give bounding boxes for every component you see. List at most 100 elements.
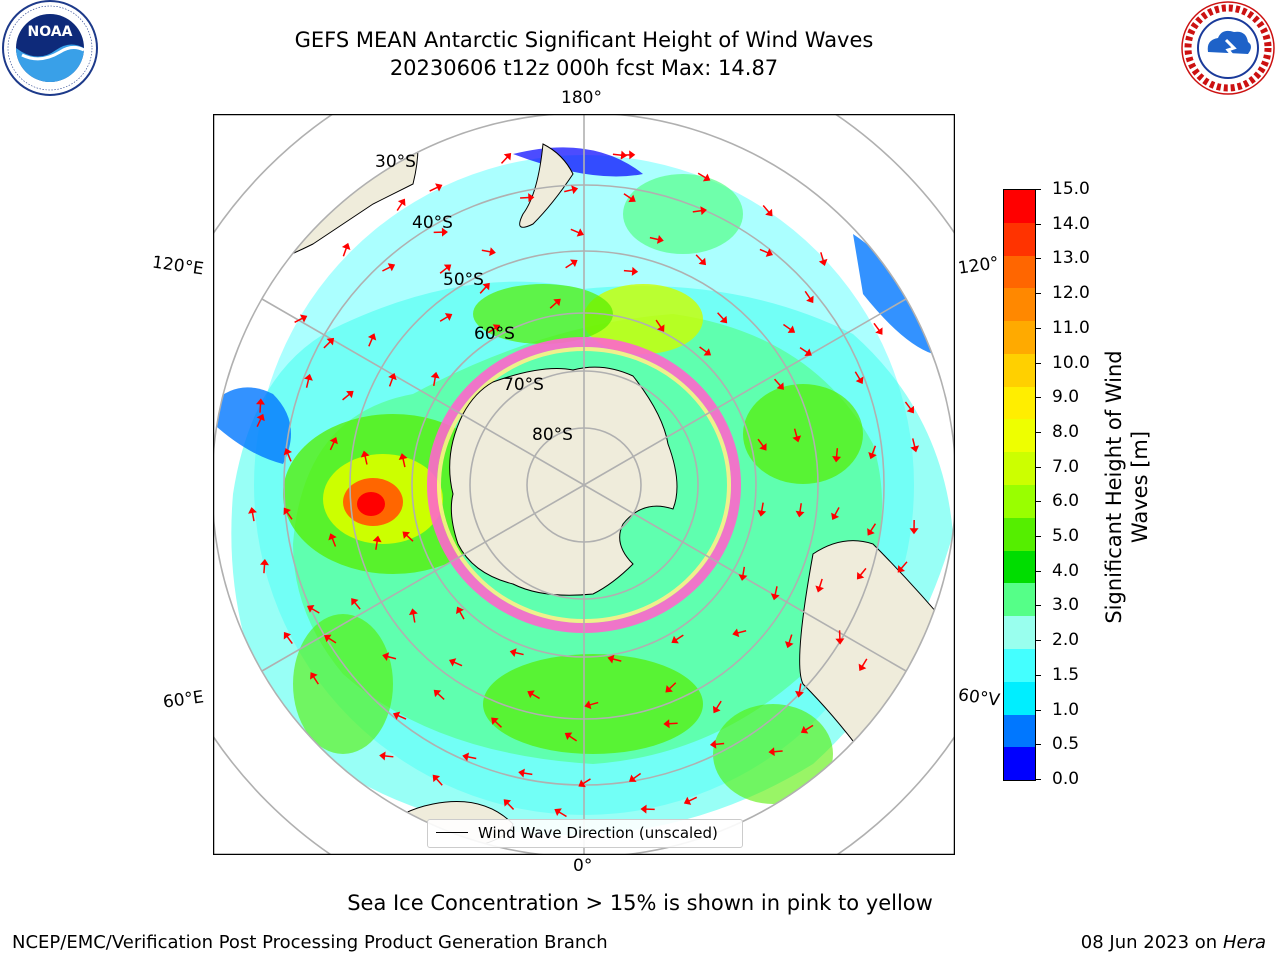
wave-arrow-head xyxy=(768,747,775,757)
colorbar-segment xyxy=(1004,222,1035,256)
wave-arrow-shaft xyxy=(305,378,310,388)
wave-arrow-head xyxy=(360,450,370,458)
wave-arrow-head xyxy=(397,198,406,207)
wave-arrow-shaft xyxy=(582,778,591,785)
wave-arrow-shaft xyxy=(632,772,642,780)
wave-arrow-shaft xyxy=(570,228,580,234)
wave-arrow-head xyxy=(804,348,812,356)
wave-arrow-shaft xyxy=(286,511,293,520)
wave-arrow-shaft xyxy=(312,676,319,685)
wave-arrow-shaft xyxy=(861,658,868,667)
wave-arrow-head xyxy=(443,264,452,272)
chart-subtitle: 20230606 t12z 000h fcst Max: 14.87 xyxy=(389,56,779,80)
wave-arrow-head xyxy=(509,648,517,658)
wave-arrow-head xyxy=(527,690,535,699)
wave-arrow-head xyxy=(387,263,396,272)
wave-arrow-head xyxy=(553,298,561,307)
colorbar-tick-label: 8.0 xyxy=(1052,421,1080,442)
wave-arrow-shaft xyxy=(668,682,677,690)
wave-arrow-shaft xyxy=(564,188,574,193)
wave-arrow-shaft xyxy=(323,341,331,349)
wave-arrow-head xyxy=(256,413,265,422)
wave-arrow-head xyxy=(765,208,773,217)
colorbar-tick-mark xyxy=(1035,640,1041,642)
wave-arrow-head xyxy=(835,638,845,645)
wave-arrow-shaft xyxy=(342,247,348,257)
wave-arrow-head xyxy=(528,193,535,203)
wave-arrow-head xyxy=(408,608,418,616)
wave-arrow-head xyxy=(875,327,883,335)
colorbar xyxy=(1003,189,1036,781)
wave-arrow-shaft xyxy=(396,202,403,211)
colorbar-tick-mark xyxy=(1035,397,1041,399)
noaa-logo: NOAA xyxy=(0,0,104,100)
wave-arrow-head xyxy=(665,685,673,693)
wave-arrow-shaft xyxy=(397,714,407,720)
wave-arrow-head xyxy=(392,711,401,720)
wave-arrow-head xyxy=(554,808,562,817)
wave-arrow-head xyxy=(656,235,664,244)
wave-arrow-head xyxy=(584,700,592,710)
wave-arrow-head xyxy=(489,247,496,257)
wave-arrow-head xyxy=(795,690,804,698)
wave-arrow-head xyxy=(328,533,337,541)
wave-arrow-shaft xyxy=(715,742,725,746)
wave-arrow-head xyxy=(518,768,525,778)
wave-arrow-head xyxy=(806,295,814,304)
wave-arrow-head xyxy=(663,719,670,729)
colorbar-segment xyxy=(1004,321,1035,354)
wave-arrow-shaft xyxy=(353,601,361,610)
wave-arrow-shaft xyxy=(869,523,877,532)
colorbar-segment xyxy=(1004,648,1035,682)
wave-arrow-shaft xyxy=(788,634,793,644)
wave-arrow-shaft xyxy=(623,269,633,273)
wave-arrow-shaft xyxy=(799,347,808,354)
wave-arrow-shaft xyxy=(375,540,378,550)
wave-arrow-head xyxy=(910,445,920,453)
wave-arrow-head xyxy=(346,390,354,399)
map-panel xyxy=(212,113,956,856)
wave-arrow-shaft xyxy=(331,537,337,547)
wave-arrow-head xyxy=(570,259,578,268)
wave-arrow-shaft xyxy=(327,637,337,644)
colorbar-tick-label: 0.0 xyxy=(1052,769,1080,789)
sea-ice-note: Sea Ice Concentration > 15% is shown in … xyxy=(347,891,933,915)
wave-arrow-shaft xyxy=(433,376,437,387)
wave-arrow-shaft xyxy=(649,236,659,241)
wave-arrow-head xyxy=(283,448,292,456)
wave-arrow-head xyxy=(306,604,315,613)
wave-arrow-shaft xyxy=(715,700,722,710)
colorbar-segment xyxy=(1004,452,1035,486)
wave-arrow-head xyxy=(372,535,382,543)
lon-label-180: 180° xyxy=(561,88,602,108)
lon-label-120w: 120° xyxy=(956,253,1001,279)
colorbar-segment xyxy=(1004,255,1035,289)
wave-arrow-head xyxy=(683,796,692,805)
wave-arrow-shaft xyxy=(479,286,487,294)
colorbar-tick-mark xyxy=(1035,779,1041,780)
wave-arrow-shaft xyxy=(688,796,698,802)
legend-line-sample xyxy=(436,832,468,833)
wave-arrow-head xyxy=(867,528,875,536)
wave-arrow-head xyxy=(776,382,784,390)
wave-arrow-head xyxy=(657,324,665,332)
wave-arrow-shaft xyxy=(565,262,574,269)
chart-title: GEFS MEAN Antarctic Significant Height o… xyxy=(294,28,874,52)
lon-label-60e: 60°E xyxy=(161,687,206,713)
wave-arrow-shaft xyxy=(405,534,414,542)
colorbar-tick-mark xyxy=(1035,536,1041,538)
wave-arrow-shaft xyxy=(387,655,397,660)
wave-arrow-head xyxy=(448,658,457,667)
wave-arrow-shaft xyxy=(793,428,798,438)
wave-arrow-head xyxy=(631,266,639,276)
wave-arrow-head xyxy=(792,435,802,443)
colorbar-label-line2: Waves [m] xyxy=(1128,430,1152,544)
lat-label-60s: 60°S xyxy=(474,324,515,344)
wave-arrow-shaft xyxy=(774,378,782,387)
wave-arrow-shaft xyxy=(523,772,533,776)
wave-arrow-head xyxy=(256,398,265,405)
wave-arrow-head xyxy=(709,739,717,749)
colorbar-tick-mark xyxy=(1035,327,1041,329)
lat-label-40s: 40°S xyxy=(412,213,453,233)
wave-arrow-head xyxy=(299,314,308,323)
